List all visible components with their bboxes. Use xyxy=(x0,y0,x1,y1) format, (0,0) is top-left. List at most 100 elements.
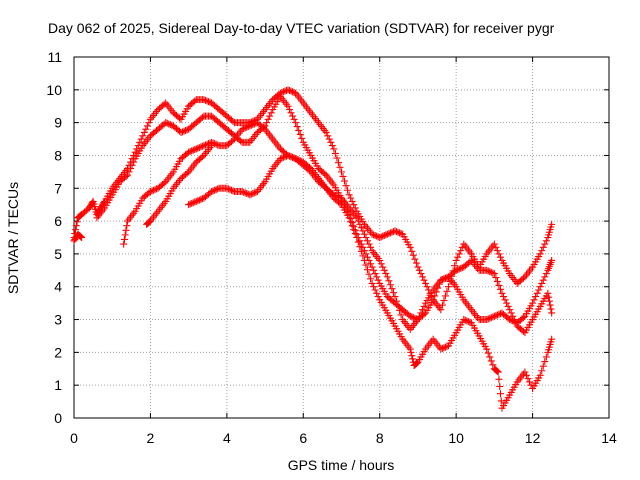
data-point xyxy=(198,142,206,150)
data-point xyxy=(441,343,449,351)
data-point xyxy=(121,231,129,239)
data-point xyxy=(296,157,304,165)
data-point xyxy=(252,119,260,127)
data-point xyxy=(200,142,208,150)
data-point xyxy=(209,187,217,195)
data-point xyxy=(498,289,506,297)
data-point xyxy=(437,345,445,353)
data-point xyxy=(391,227,399,235)
x-tick-label: 8 xyxy=(376,430,384,446)
data-point xyxy=(406,345,414,353)
data-point xyxy=(489,361,497,369)
data-point xyxy=(406,312,414,320)
x-tick-label: 14 xyxy=(601,430,617,446)
data-point xyxy=(496,382,504,390)
data-point xyxy=(519,314,527,322)
data-point xyxy=(286,152,294,160)
data-point xyxy=(162,119,170,127)
data-point xyxy=(229,136,237,144)
data-point xyxy=(249,190,257,198)
data-point xyxy=(522,371,530,379)
data-point xyxy=(536,250,544,258)
data-point xyxy=(145,218,153,226)
data-point xyxy=(441,292,449,300)
data-point xyxy=(284,86,292,94)
data-point xyxy=(186,200,194,208)
grid xyxy=(74,57,609,418)
data-point xyxy=(289,88,297,96)
data-point xyxy=(278,88,286,96)
data-point xyxy=(175,114,183,122)
data-point xyxy=(495,250,503,258)
data-point xyxy=(341,177,349,185)
data-point xyxy=(342,182,350,190)
data-point xyxy=(151,186,159,194)
series-trace-d xyxy=(143,142,556,412)
data-point xyxy=(191,146,199,154)
data-point xyxy=(541,273,549,281)
data-point xyxy=(500,293,508,301)
data-point xyxy=(292,155,300,163)
data-point xyxy=(120,235,128,243)
data-point xyxy=(503,299,511,307)
data-point xyxy=(377,260,385,268)
data-point xyxy=(383,273,391,281)
data-point xyxy=(420,276,428,284)
data-point xyxy=(356,220,364,228)
data-point xyxy=(489,313,497,321)
data-point xyxy=(198,113,206,121)
data-point xyxy=(348,197,356,205)
data-point xyxy=(263,119,271,127)
data-point xyxy=(227,186,235,194)
data-point xyxy=(160,179,168,187)
data-point xyxy=(139,132,147,140)
data-point xyxy=(420,310,428,318)
data-point xyxy=(510,316,518,324)
data-point xyxy=(394,228,402,236)
data-point xyxy=(148,187,156,195)
data-point xyxy=(130,151,138,159)
data-point xyxy=(546,301,554,309)
data-point xyxy=(526,378,534,386)
data-point xyxy=(197,143,205,151)
data-point xyxy=(396,229,404,237)
data-point xyxy=(331,149,339,157)
data-point xyxy=(295,127,303,135)
data-point xyxy=(441,274,449,282)
data-point xyxy=(328,142,336,150)
data-point xyxy=(484,267,492,275)
data-point xyxy=(487,314,495,322)
data-point xyxy=(365,270,373,278)
data-point xyxy=(128,161,136,169)
data-point xyxy=(414,263,422,271)
data-point xyxy=(377,233,385,241)
data-point xyxy=(487,268,495,276)
data-point xyxy=(538,279,546,287)
data-point xyxy=(292,119,300,127)
data-point xyxy=(363,253,371,261)
data-point xyxy=(353,234,361,241)
data-point xyxy=(379,263,387,271)
data-point xyxy=(386,229,394,237)
data-point xyxy=(507,309,515,317)
data-point xyxy=(336,163,344,171)
data-point xyxy=(286,86,294,94)
data-point xyxy=(542,237,550,245)
data-point xyxy=(334,159,342,167)
series-trace-b xyxy=(70,92,556,327)
data-point xyxy=(519,274,527,282)
data-point xyxy=(393,297,401,305)
data-point xyxy=(454,253,462,261)
data-point xyxy=(345,191,353,199)
data-point xyxy=(373,289,381,297)
series-trace-c xyxy=(120,119,556,337)
data-point xyxy=(536,371,544,379)
data-point xyxy=(429,296,437,304)
data-point xyxy=(408,313,416,321)
data-point xyxy=(493,367,501,375)
data-point xyxy=(539,243,547,251)
data-point xyxy=(321,170,329,178)
x-tick-label: 12 xyxy=(525,430,541,446)
data-point xyxy=(365,240,373,248)
